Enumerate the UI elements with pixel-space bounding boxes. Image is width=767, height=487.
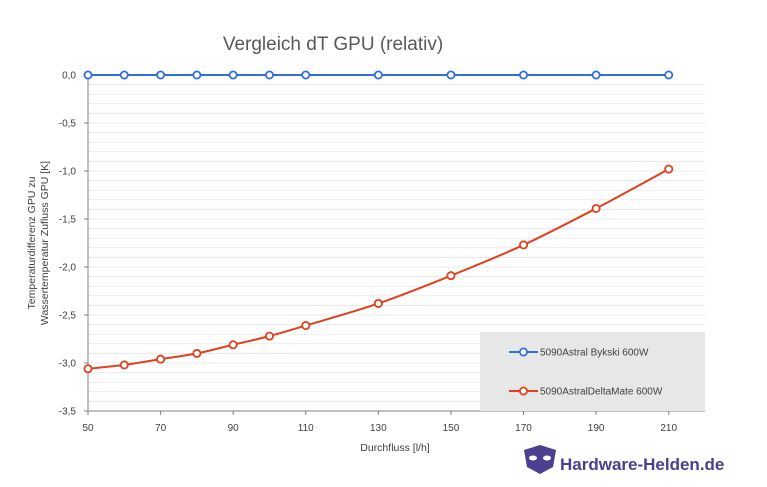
y-tick-label: -3,5 bbox=[59, 407, 77, 418]
chart-title: Vergleich dT GPU (relativ) bbox=[223, 34, 443, 55]
legend-item-1: 5090Astral Bykski 600W bbox=[509, 347, 649, 359]
x-tick-label: 210 bbox=[660, 423, 677, 434]
y-tick-label: -2,0 bbox=[59, 263, 77, 274]
data-point bbox=[119, 70, 129, 80]
data-point bbox=[519, 240, 529, 250]
y-tick-label: 0,0 bbox=[62, 71, 76, 82]
data-point bbox=[156, 70, 166, 80]
legend-box bbox=[480, 332, 705, 411]
x-tick-label: 150 bbox=[443, 423, 460, 434]
legend-label: 5090AstralDeltaMate 600W bbox=[540, 387, 663, 398]
data-point bbox=[156, 354, 166, 364]
data-point bbox=[83, 70, 93, 80]
data-point bbox=[264, 70, 274, 80]
watermark-text: Hardware-Helden.de bbox=[560, 455, 724, 474]
legend: 5090Astral Bykski 600W 5090AstralDeltaMat… bbox=[509, 347, 663, 398]
data-point bbox=[264, 331, 274, 341]
data-point bbox=[228, 70, 238, 80]
data-point bbox=[192, 70, 202, 80]
x-axis-label: Durchfluss [l/h] bbox=[360, 442, 430, 454]
grid bbox=[88, 84, 705, 402]
y-axis-label-line2: Wassertemperatur Zufluss GPU [K] bbox=[39, 161, 51, 325]
data-point bbox=[519, 70, 529, 80]
data-point bbox=[83, 364, 93, 374]
y-tick-label: -2,5 bbox=[59, 311, 77, 322]
y-tick-label: -3,0 bbox=[59, 359, 77, 370]
legend-marker bbox=[519, 347, 529, 357]
x-tick-label: 70 bbox=[155, 423, 167, 434]
x-tick-label: 50 bbox=[82, 423, 94, 434]
data-point bbox=[446, 70, 456, 80]
y-tick-label: -1,5 bbox=[59, 215, 77, 226]
legend-label: 5090Astral Bykski 600W bbox=[540, 348, 649, 359]
x-tick-label: 90 bbox=[228, 423, 240, 434]
data-point bbox=[301, 321, 311, 331]
y-axis-label-line1: Temperaturdifferenz GPU zu bbox=[26, 176, 38, 309]
y-tick-label: -0,5 bbox=[59, 119, 77, 130]
x-tick-label: 130 bbox=[370, 423, 387, 434]
y-tick-label: -1,0 bbox=[59, 167, 77, 178]
legend-item-2: 5090AstralDeltaMate 600W bbox=[509, 386, 663, 398]
data-point bbox=[192, 348, 202, 358]
data-point bbox=[664, 70, 674, 80]
series-layer bbox=[83, 70, 674, 374]
legend-marker bbox=[519, 386, 529, 396]
watermark: Hardware-Helden.de bbox=[524, 445, 724, 474]
data-point bbox=[591, 203, 601, 213]
data-point bbox=[373, 70, 383, 80]
data-point bbox=[664, 164, 674, 174]
data-point bbox=[446, 271, 456, 281]
legend-background bbox=[480, 332, 705, 411]
data-point bbox=[301, 70, 311, 80]
axes: 0,0 -0,5 -1,0 -1,5 -2,0 -2,5 -3,0 -3,5 50 70 90 110… bbox=[59, 71, 705, 434]
data-point bbox=[119, 360, 129, 370]
series-1 bbox=[83, 70, 674, 80]
x-tick-label: 170 bbox=[515, 423, 532, 434]
data-point bbox=[373, 298, 383, 308]
data-point bbox=[591, 70, 601, 80]
x-tick-label: 190 bbox=[588, 423, 605, 434]
x-tick-label: 110 bbox=[298, 423, 314, 434]
series-2 bbox=[83, 164, 674, 374]
mask-logo-icon bbox=[524, 445, 556, 474]
data-point bbox=[228, 340, 238, 350]
